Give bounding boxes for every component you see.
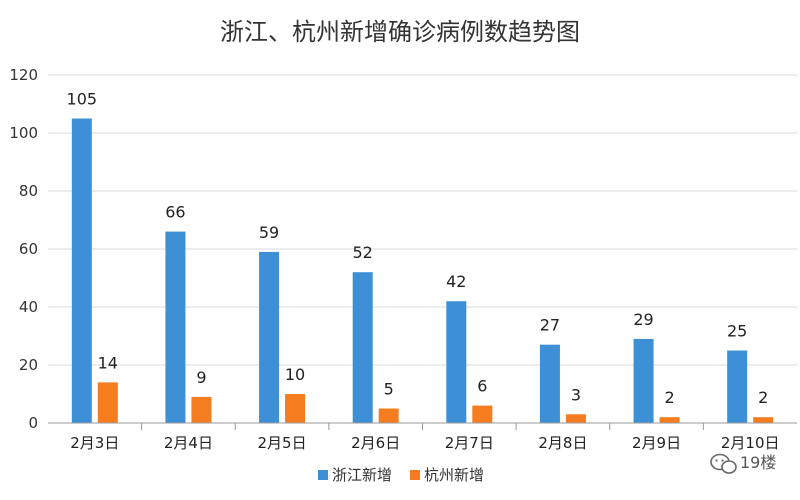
x-axis-ticks: 2月3日 2月4日 2月5日 2月6日 2月7日 2月8日 2月9日 2月10日	[70, 423, 780, 452]
y-tick-label: 100	[9, 124, 38, 142]
y-tick-label: 40	[19, 298, 38, 316]
legend-swatch	[318, 470, 328, 480]
data-label: 9	[196, 368, 206, 387]
bar-hangzhou	[97, 382, 118, 423]
data-label: 59	[259, 223, 279, 242]
data-label: 6	[477, 377, 487, 396]
legend: 浙江新增 杭州新增	[318, 466, 484, 484]
data-label: 3	[571, 385, 581, 404]
bar-hangzhou	[472, 405, 493, 423]
watermark: 19楼	[710, 453, 776, 474]
bar-zhejiang	[71, 118, 92, 423]
bar-zhejiang	[633, 338, 654, 423]
data-label: 52	[353, 243, 373, 262]
y-tick-label: 0	[28, 414, 38, 432]
data-label: 14	[98, 353, 118, 372]
bar-zhejiang	[259, 251, 280, 423]
data-label: 25	[727, 322, 747, 341]
y-axis-ticks: 0 20 40 60 80 100 120	[9, 66, 38, 432]
x-tick-label: 2月10日	[721, 434, 780, 452]
data-label: 27	[540, 316, 560, 335]
watermark-text: 19楼	[740, 453, 776, 472]
chart-title: 浙江、杭州新增确诊病例数趋势图	[220, 18, 580, 46]
legend-label: 浙江新增	[332, 466, 392, 484]
data-label: 2	[758, 388, 768, 407]
bar-zhejiang	[727, 350, 748, 423]
y-tick-label: 20	[19, 356, 38, 374]
bar-hangzhou	[753, 417, 774, 423]
x-tick-label: 2月6日	[351, 434, 400, 452]
bar-zhejiang	[352, 272, 373, 423]
legend-swatch	[410, 470, 420, 480]
bars	[71, 118, 774, 423]
data-label: 66	[165, 203, 185, 222]
y-tick-label: 120	[9, 66, 38, 84]
data-label: 105	[67, 90, 98, 109]
bar-zhejiang	[165, 231, 186, 423]
x-tick-label: 2月7日	[445, 434, 494, 452]
bar-zhejiang	[539, 344, 560, 423]
bar-hangzhou	[191, 396, 212, 423]
bar-hangzhou	[659, 417, 680, 423]
bar-hangzhou	[285, 394, 306, 423]
x-tick-label: 2月5日	[258, 434, 307, 452]
x-tick-label: 2月3日	[70, 434, 119, 452]
x-tick-label: 2月9日	[632, 434, 681, 452]
data-label: 5	[384, 380, 394, 399]
legend-label: 杭州新增	[424, 466, 484, 484]
y-tick-label: 60	[19, 240, 38, 258]
wechat-icon	[710, 453, 737, 474]
data-label: 10	[285, 365, 305, 384]
grid-lines	[48, 74, 797, 366]
data-label: 2	[664, 388, 674, 407]
bar-zhejiang	[446, 301, 467, 423]
data-label: 42	[446, 272, 466, 291]
bar-hangzhou	[565, 414, 586, 423]
bar-hangzhou	[378, 408, 399, 423]
x-tick-label: 2月4日	[164, 434, 213, 452]
x-tick-label: 2月8日	[538, 434, 587, 452]
data-label: 29	[633, 310, 653, 329]
y-tick-label: 80	[19, 182, 38, 200]
